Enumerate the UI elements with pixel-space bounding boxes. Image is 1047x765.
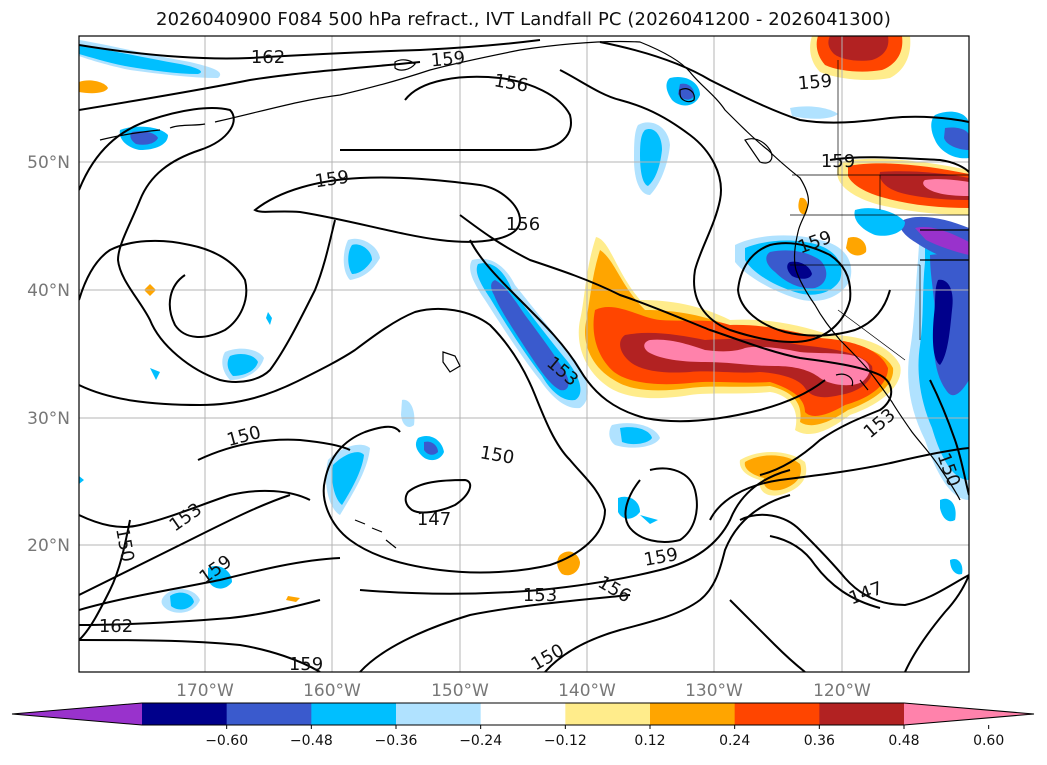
lon-label: 170°W: [176, 681, 234, 701]
colorbar-swatch: [396, 703, 482, 725]
colorbar-swatch: [734, 703, 820, 725]
colorbar-outline: [11, 702, 1035, 726]
contour-label: 147: [417, 509, 451, 530]
longitude-labels: 170°W 160°W 150°W 140°W 130°W 120°W: [176, 681, 871, 701]
contour-label: 162: [99, 616, 133, 637]
lat-label: 50°N: [27, 153, 70, 173]
lon-label: 120°W: [813, 681, 871, 701]
colorbar-tick-label: 0.48: [888, 733, 919, 749]
colorbar-extend-low: [12, 703, 142, 725]
latitude-labels: 50°N 40°N 30°N 20°N: [27, 153, 70, 556]
contour-label: 159: [430, 48, 466, 72]
colorbar-tick-label: −0.12: [544, 733, 587, 749]
lon-label: 160°W: [303, 681, 361, 701]
contour-label: 162: [251, 47, 285, 68]
colorbar-tick-label: −0.36: [375, 733, 418, 749]
contour-label: 153: [523, 585, 557, 606]
colorbar-labels: −0.60 −0.48 −0.36 −0.24 −0.12 0.12 0.24 0.36 0.4…: [205, 733, 1004, 749]
lat-label: 40°N: [27, 281, 70, 301]
contour-label: 159: [821, 151, 855, 172]
colorbar-swatch: [142, 703, 228, 725]
lon-label: 150°W: [431, 681, 489, 701]
lat-label: 20°N: [27, 536, 70, 556]
colorbar-swatch: [565, 703, 651, 725]
contour-label: 156: [506, 214, 540, 235]
lon-label: 130°W: [685, 681, 743, 701]
colorbar-swatch: [311, 703, 397, 725]
refractivity-contours: [79, 39, 969, 672]
colorbar-tick-label: 0.36: [804, 733, 835, 749]
colorbar-swatch: [819, 703, 905, 725]
colorbar: [11, 702, 1035, 729]
contour-label: 159: [797, 71, 833, 95]
chart-title: 2026040900 F084 500 hPa refract., IVT La…: [156, 9, 891, 30]
map-frame: [78, 35, 970, 673]
colorbar-tick-label: −0.48: [290, 733, 333, 749]
colorbar-extend-high: [904, 703, 1034, 725]
colorbar-tick-label: 0.12: [634, 733, 665, 749]
contour-label: 159: [313, 167, 350, 193]
contour-label: 159: [289, 654, 323, 675]
lon-label: 140°W: [558, 681, 616, 701]
borders: [790, 60, 969, 361]
colorbar-tick-label: 0.24: [719, 733, 750, 749]
lat-lon-grid: [79, 36, 969, 672]
colorbar-tick-label: −0.60: [205, 733, 248, 749]
colorbar-tick-label: 0.60: [973, 733, 1004, 749]
colorbar-swatch: [650, 703, 736, 725]
colorbar-tick-label: −0.24: [459, 733, 502, 749]
lat-label: 30°N: [27, 409, 70, 429]
colorbar-swatch: [226, 703, 312, 725]
colorbar-swatch: [480, 703, 566, 725]
